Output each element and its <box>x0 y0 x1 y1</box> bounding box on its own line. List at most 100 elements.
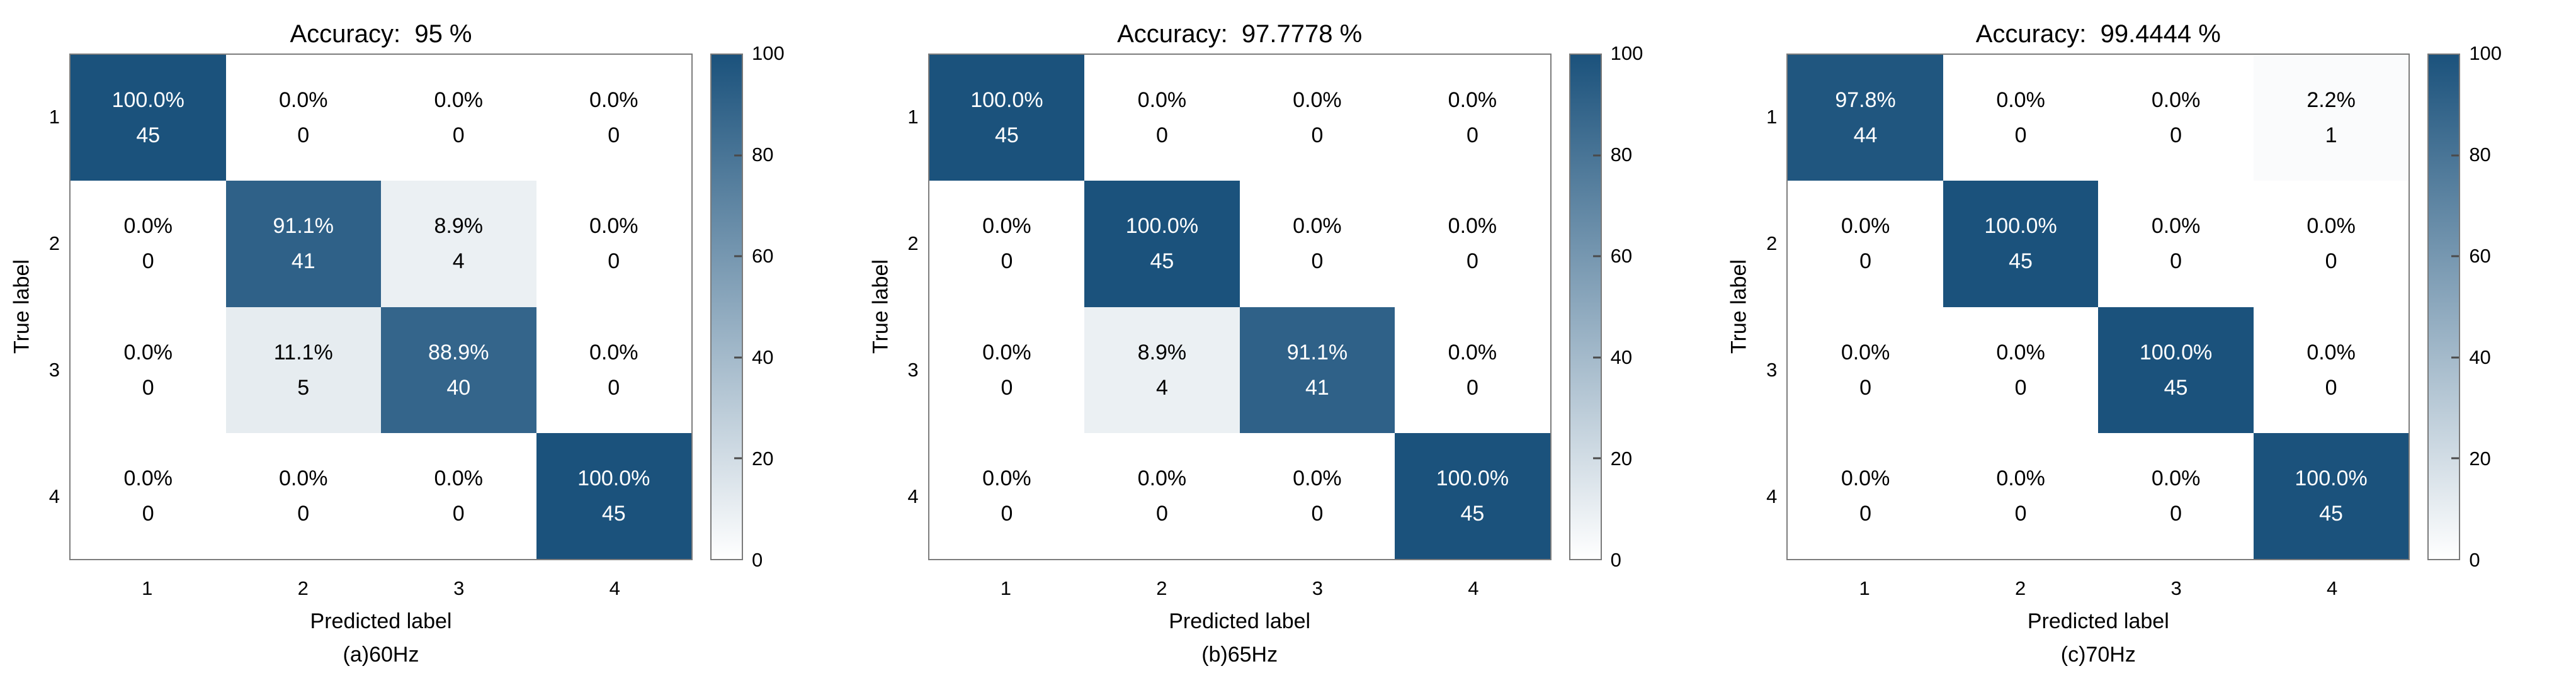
matrix-cell-r4-c3: 0.0% 0 <box>2098 432 2254 559</box>
y-tick-1: 1 <box>48 105 60 128</box>
matrix-cell-r2-c4: 0.0% 0 <box>2253 181 2409 307</box>
cell-percent: 0.0% <box>1293 214 1342 239</box>
colorbar-tick-100: 100 <box>752 42 785 64</box>
matrix-cell-r1-c4: 0.0% 0 <box>1395 55 1550 181</box>
colorbar-tick-80: 80 <box>2469 144 2491 166</box>
cell-count: 0 <box>1311 249 1324 274</box>
x-tick-4: 4 <box>609 577 620 599</box>
cell-count: 5 <box>297 375 310 400</box>
chart-title: Accuracy: 95 % <box>290 20 472 48</box>
matrix-cell-r1-c3: 0.0% 0 <box>381 55 536 181</box>
cell-count: 0 <box>297 123 310 148</box>
cell-percent: 0.0% <box>2306 214 2356 239</box>
x-tick-2: 2 <box>2014 577 2026 599</box>
y-tick-2: 2 <box>907 232 919 254</box>
cell-percent: 0.0% <box>2306 340 2356 364</box>
cell-count: 0 <box>2014 375 2027 400</box>
cell-percent: 8.9% <box>1137 340 1187 364</box>
cell-count: 0 <box>1859 249 1872 274</box>
matrix-cell-r4-c4: 100.0% 45 <box>536 432 691 559</box>
cell-count: 0 <box>1001 249 1013 274</box>
cell-percent: 0.0% <box>589 214 638 239</box>
colorbar-tickmark-80 <box>734 154 742 157</box>
colorbar-tick-40: 40 <box>1610 346 1633 368</box>
y-tick-4: 4 <box>1766 485 1778 508</box>
x-tick-labels: 1 2 3 4 <box>69 570 693 607</box>
colorbar-tickmark-20 <box>1592 457 1601 460</box>
colorbar-tick-labels: 0 20 40 60 80 100 <box>2469 42 2545 571</box>
colorbar-tickmark-20 <box>734 457 742 460</box>
colorbar-gradient <box>710 54 743 560</box>
cell-count: 0 <box>608 249 620 274</box>
x-tick-2: 2 <box>297 577 309 599</box>
panel-caption: (a)60Hz <box>343 643 419 667</box>
colorbar-tickmark-80 <box>2451 154 2460 157</box>
matrix-cell-r1-c2: 0.0% 0 <box>1943 55 2099 181</box>
colorbar-tick-80: 80 <box>1610 144 1633 166</box>
cell-count: 0 <box>1001 501 1013 526</box>
cell-percent: 0.0% <box>1448 214 1497 239</box>
cell-percent: 0.0% <box>2151 214 2201 239</box>
matrix-cell-r2-c4: 0.0% 0 <box>536 181 691 307</box>
cell-count: 0 <box>142 249 154 274</box>
cell-count: 0 <box>1859 375 1872 400</box>
y-tick-3: 3 <box>1766 359 1778 381</box>
cell-percent: 0.0% <box>1996 340 2045 364</box>
cell-percent: 2.2% <box>2306 88 2356 113</box>
colorbar-tick-20: 20 <box>2469 448 2491 470</box>
confusion-grid: 100.0% 45 0.0% 0 0.0% 0 0.0% 0 0.0% 0 91.1% 41 8.9% 4… <box>69 54 693 560</box>
matrix-cell-r2-c1: 0.0% 0 <box>71 181 226 307</box>
cell-percent: 0.0% <box>279 466 328 490</box>
cell-percent: 0.0% <box>1293 88 1342 113</box>
panel-caption: (c)70Hz <box>2060 643 2136 667</box>
y-tick-3: 3 <box>907 359 919 381</box>
cell-count: 41 <box>1305 375 1329 400</box>
colorbar-tickmark-40 <box>2451 356 2460 359</box>
colorbar-tickmark-60 <box>2451 255 2460 257</box>
y-tick-labels: 1 2 3 4 <box>859 54 919 560</box>
matrix-cell-r3-c3: 91.1% 41 <box>1239 307 1395 433</box>
matrix-cell-r1-c3: 0.0% 0 <box>2098 55 2254 181</box>
cell-percent: 0.0% <box>123 214 173 239</box>
cell-count: 0 <box>608 123 620 148</box>
colorbar-tick-60: 60 <box>2469 245 2491 267</box>
confusion-grid: 100.0% 45 0.0% 0 0.0% 0 0.0% 0 0.0% 0 100.0% 45 0.0%… <box>928 54 1552 560</box>
y-tick-4: 4 <box>48 485 60 508</box>
cell-percent: 0.0% <box>1293 466 1342 490</box>
x-tick-labels: 1 2 3 4 <box>928 570 1552 607</box>
matrix-cell-r2-c2: 100.0% 45 <box>1084 181 1240 307</box>
y-tick-labels: 1 2 3 4 <box>1717 54 1777 560</box>
chart-title: Accuracy: 97.7778 % <box>1117 20 1363 48</box>
y-tick-1: 1 <box>1766 105 1778 128</box>
matrix-cell-r2-c2: 91.1% 41 <box>225 181 381 307</box>
matrix-cell-r3-c3: 100.0% 45 <box>2098 307 2254 433</box>
matrix-cell-r3-c1: 0.0% 0 <box>71 307 226 433</box>
colorbar-tick-60: 60 <box>752 245 774 267</box>
matrix-cell-r1-c2: 0.0% 0 <box>225 55 381 181</box>
x-tick-1: 1 <box>142 577 153 599</box>
matrix-cell-r2-c1: 0.0% 0 <box>929 181 1085 307</box>
cell-percent: 100.0% <box>1125 214 1199 239</box>
matrix-cell-r4-c2: 0.0% 0 <box>225 432 381 559</box>
cell-count: 45 <box>2319 501 2343 526</box>
x-axis-label: Predicted label <box>1169 609 1311 633</box>
cell-count: 44 <box>1853 123 1878 148</box>
cell-percent: 0.0% <box>1448 340 1497 364</box>
cell-percent: 0.0% <box>589 88 638 113</box>
cell-count: 0 <box>142 501 154 526</box>
matrix-cell-r2-c1: 0.0% 0 <box>1788 181 1943 307</box>
colorbar-tick-20: 20 <box>1610 448 1633 470</box>
cell-count: 45 <box>994 123 1019 148</box>
cell-count: 0 <box>2325 249 2337 274</box>
cell-count: 0 <box>1155 501 1168 526</box>
colorbar-tickmark-80 <box>1592 154 1601 157</box>
matrix-cell-r2-c3: 8.9% 4 <box>381 181 536 307</box>
colorbar-tickmark-40 <box>734 356 742 359</box>
cell-count: 45 <box>136 123 161 148</box>
colorbar-tick-100: 100 <box>1610 42 1643 64</box>
matrix-cell-r4-c1: 0.0% 0 <box>71 432 226 559</box>
cell-count: 4 <box>1155 375 1168 400</box>
colorbar-tick-40: 40 <box>2469 346 2491 368</box>
